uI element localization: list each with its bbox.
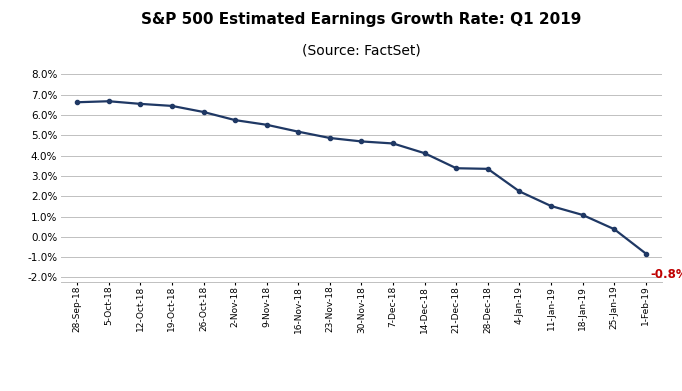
- Text: S&P 500 Estimated Earnings Growth Rate: Q1 2019: S&P 500 Estimated Earnings Growth Rate: …: [141, 12, 582, 27]
- Text: -0.8%: -0.8%: [651, 268, 682, 281]
- Text: (Source: FactSet): (Source: FactSet): [302, 43, 421, 57]
